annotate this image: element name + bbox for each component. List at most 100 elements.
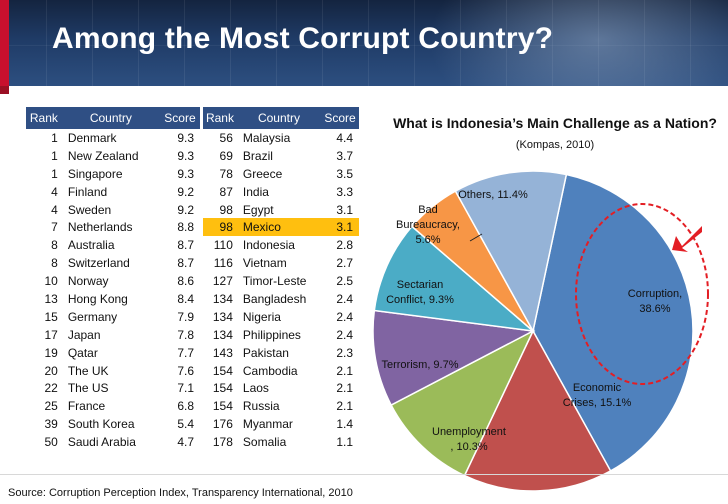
score-header: Score	[321, 107, 359, 129]
score-cell: 2.7	[336, 256, 353, 271]
table-row: 78 Greece 3.5	[203, 165, 359, 183]
score-cell: 4.4	[336, 130, 353, 145]
pie-slice-label: Economic	[573, 382, 622, 394]
score-cell: 5.4	[177, 417, 194, 432]
country-cell: Denmark	[67, 130, 117, 145]
country-cell: Norway	[67, 274, 109, 289]
cpi-table-right: Rank Country Score 56 Malaysia 4.4 69 Brazil…	[203, 107, 359, 451]
country-cell: Bangladesh	[242, 291, 307, 306]
rank-cell: 15	[44, 309, 58, 324]
table-row: 98 Egypt 3.1	[203, 201, 359, 219]
rank-cell: 176	[212, 417, 233, 432]
pie-slice	[372, 309, 536, 407]
rank-cell: 110	[213, 238, 233, 253]
table-row: 7 Netherlands 8.8	[26, 218, 200, 236]
country-cell: New Zealand	[67, 148, 139, 163]
country-cell: Sweden	[67, 202, 112, 217]
banner-glow	[428, 0, 728, 86]
country-cell: Germany	[67, 309, 118, 324]
rank-cell: 69	[219, 148, 233, 163]
rank-cell: 178	[212, 435, 233, 450]
rank-cell: 154	[212, 399, 233, 414]
table-row: 15 Germany 7.9	[26, 308, 200, 326]
table-row: 19 Qatar 7.7	[26, 344, 200, 362]
score-cell: 9.2	[177, 184, 194, 199]
country-cell: Japan	[67, 327, 101, 342]
score-cell: 2.3	[336, 345, 353, 360]
country-cell: Philippines	[242, 327, 301, 342]
country-cell: Qatar	[67, 345, 98, 360]
score-cell: 2.1	[336, 381, 353, 396]
rank-cell: 25	[44, 399, 58, 414]
country-cell: Greece	[242, 166, 283, 181]
rank-cell: 134	[212, 291, 233, 306]
divider	[0, 474, 728, 475]
table-row: 8 Australia 8.7	[26, 236, 200, 254]
score-cell: 3.1	[336, 202, 353, 217]
rank-cell: 17	[44, 327, 58, 342]
table-row: 178 Somalia 1.1	[203, 433, 359, 451]
country-cell: Australia	[67, 238, 115, 253]
table-row: 98 Mexico 3.1	[203, 218, 359, 237]
score-cell: 2.1	[336, 399, 353, 414]
country-cell: Indonesia	[242, 238, 295, 253]
score-header: Score	[159, 107, 200, 129]
score-cell: 3.3	[336, 184, 353, 199]
pie-slice	[532, 173, 694, 472]
country-cell: Saudi Arabia	[67, 435, 136, 450]
rank-cell: 134	[212, 327, 233, 342]
table-row: 154 Russia 2.1	[203, 397, 359, 415]
pie-slice-label: Crises, 15.1%	[563, 397, 632, 409]
score-cell: 8.7	[177, 238, 194, 253]
table-row: 13 Hong Kong 8.4	[26, 290, 200, 308]
table-row: 69 Brazil 3.7	[203, 147, 359, 165]
pie-slice-label: , 10.3%	[450, 441, 488, 453]
score-cell: 7.8	[177, 327, 194, 342]
score-cell: 8.4	[177, 291, 194, 306]
country-cell: Pakistan	[242, 345, 289, 360]
pie-slice-label: Corruption,	[628, 288, 682, 300]
table-row: 154 Cambodia 2.1	[203, 362, 359, 380]
score-cell: 4.7	[177, 435, 194, 450]
country-cell: France	[67, 399, 106, 414]
score-cell: 7.1	[177, 381, 194, 396]
rank-cell: 1	[51, 166, 58, 181]
score-cell: 2.4	[336, 291, 353, 306]
score-cell: 1.1	[336, 435, 353, 450]
table-header-row: Rank Country Score	[203, 107, 359, 129]
score-cell: 2.1	[336, 363, 353, 378]
rank-cell: 10	[44, 274, 58, 289]
score-cell: 2.4	[336, 309, 353, 324]
table-header-row: Rank Country Score	[26, 107, 200, 129]
table-row: 134 Nigeria 2.4	[203, 308, 359, 326]
rank-cell: 13	[44, 291, 58, 306]
table-row: 4 Sweden 9.2	[26, 201, 200, 219]
country-header: Country	[61, 107, 160, 129]
country-cell: Cambodia	[242, 363, 298, 378]
country-cell: Hong Kong	[67, 291, 128, 306]
score-cell: 8.8	[177, 220, 194, 235]
pie-slice	[454, 170, 568, 334]
score-cell: 2.4	[336, 327, 353, 342]
pie-slice	[390, 329, 535, 477]
rank-header: Rank	[203, 107, 237, 129]
rank-cell: 154	[212, 381, 233, 396]
table-row: 20 The UK 7.6	[26, 362, 200, 380]
rank-cell: 19	[44, 345, 58, 360]
table-row: 25 France 6.8	[26, 397, 200, 415]
rank-cell: 4	[51, 202, 58, 217]
score-cell: 6.8	[177, 399, 194, 414]
score-cell: 9.2	[177, 202, 194, 217]
rank-cell: 8	[51, 256, 58, 271]
table-row: 10 Norway 8.6	[26, 272, 200, 290]
table-row: 116 Vietnam 2.7	[203, 254, 359, 272]
source-note: Source: Corruption Perception Index, Tra…	[8, 487, 353, 499]
rank-cell: 7	[51, 220, 58, 235]
country-cell: Nigeria	[242, 309, 281, 324]
pie-slice	[463, 329, 612, 492]
rank-cell: 50	[44, 435, 58, 450]
country-cell: Malaysia	[242, 130, 291, 145]
score-cell: 7.9	[177, 309, 194, 324]
banner-grid-pattern	[0, 0, 728, 86]
chart-title-text: What is Indonesia’s Main Challenge as a …	[393, 115, 717, 131]
